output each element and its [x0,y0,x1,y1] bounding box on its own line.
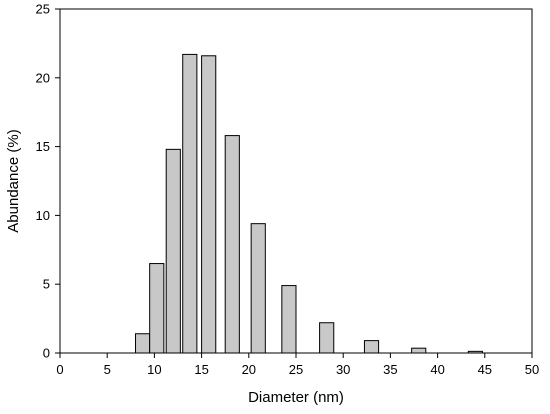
x-tick-label-15: 15 [194,362,208,377]
y-tick-label-15: 15 [36,139,50,154]
y-tick-label-5: 5 [43,277,50,292]
bar-5 [224,135,240,354]
y-tick-label-10: 10 [36,208,50,223]
bar-10 [411,347,427,354]
bar-0 [135,333,151,354]
y-axis-label: Abundance (%) [5,129,22,232]
x-tick-label-40: 40 [430,362,444,377]
y-tick-label-20: 20 [36,70,50,85]
bar-4 [201,55,217,354]
x-tick-label-25: 25 [289,362,303,377]
x-tick-label-45: 45 [478,362,492,377]
x-tick-label-10: 10 [147,362,161,377]
x-tick-label-35: 35 [383,362,397,377]
bars-group [135,53,483,354]
x-axis-label: Diameter (nm) [248,389,344,406]
x-tick-label-0: 0 [56,362,63,377]
bar-1 [149,263,165,354]
bar-6 [250,223,266,354]
x-tick-label-50: 50 [525,362,539,377]
y-axis: 0 5 10 15 20 25 [36,2,60,361]
bar-8 [319,322,335,354]
y-tick-label-0: 0 [43,346,50,361]
bar-3 [182,53,198,354]
x-axis: 0 5 10 15 20 25 30 35 40 45 50 [56,353,539,377]
x-tick-label-30: 30 [336,362,350,377]
x-tick-label-20: 20 [242,362,256,377]
bar-9 [363,340,380,354]
bar-2 [165,148,181,354]
y-tick-label-25: 25 [36,2,50,17]
bar-7 [281,285,297,354]
x-tick-label-5: 5 [104,362,111,377]
